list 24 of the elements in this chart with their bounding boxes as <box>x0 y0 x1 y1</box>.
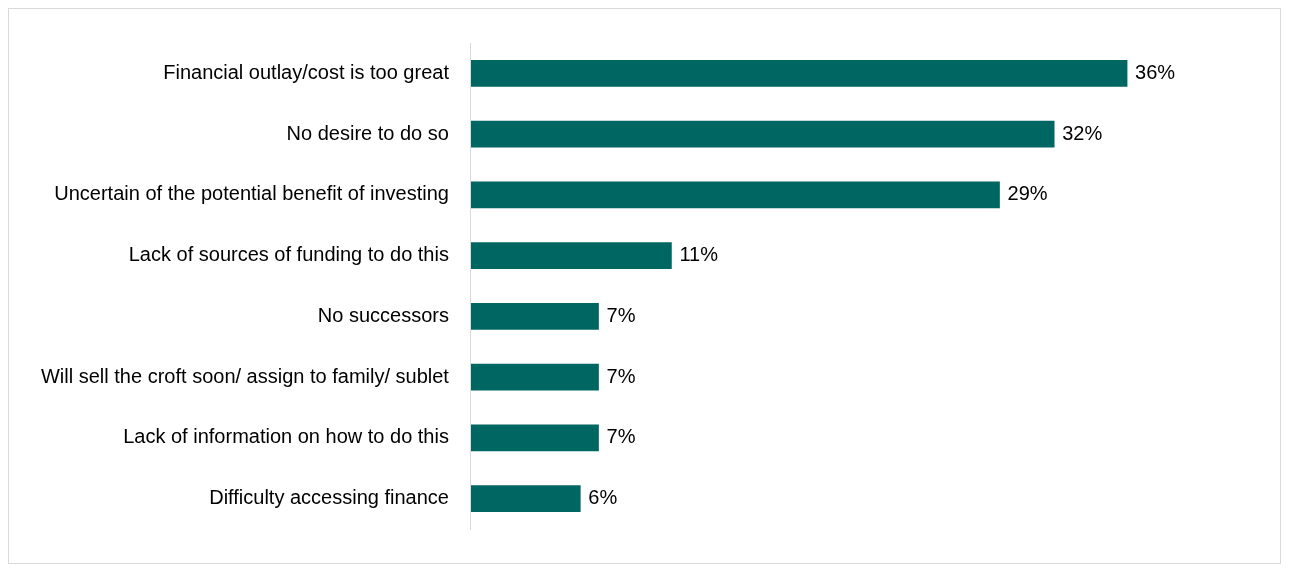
bar <box>470 303 599 330</box>
bar <box>470 485 581 512</box>
data-label: 7% <box>606 364 636 387</box>
y-tick-label: No desire to do so <box>286 121 449 144</box>
y-tick-label: Uncertain of the potential benefit of investing <box>54 182 449 205</box>
data-label: 6% <box>588 486 618 509</box>
bar <box>470 424 599 452</box>
data-label: 7% <box>606 425 636 448</box>
bar <box>470 242 672 269</box>
bar <box>470 60 1128 87</box>
bar <box>470 120 1055 148</box>
y-tick-label: Will sell the croft soon/ assign to family/ sublet <box>40 364 450 387</box>
bar <box>470 181 1000 209</box>
data-label: 32% <box>1062 121 1103 144</box>
data-label: 7% <box>606 303 636 326</box>
data-label: 11% <box>679 243 719 266</box>
y-tick-label: Lack of sources of funding to do this <box>128 243 449 266</box>
y-tick-label: Lack of information on how to do this <box>123 425 449 448</box>
bar <box>470 363 599 391</box>
data-label: 29% <box>1007 182 1048 205</box>
y-tick-label: No successors <box>317 303 449 326</box>
y-tick-label: Financial outlay/cost is too great <box>163 60 450 83</box>
y-tick-label: Difficulty accessing finance <box>209 486 449 509</box>
data-label: 36% <box>1135 60 1176 83</box>
